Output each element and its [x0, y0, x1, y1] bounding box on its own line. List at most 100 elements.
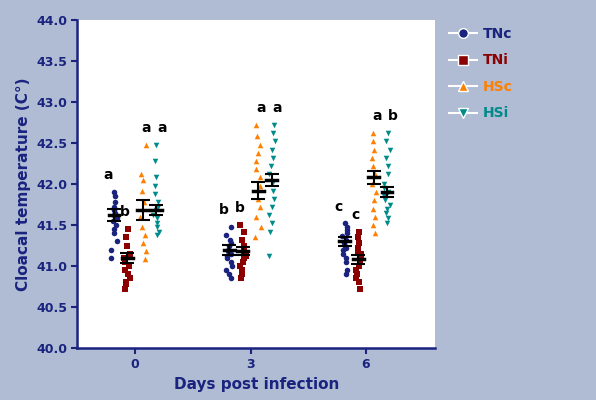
Point	[239, 250, 249, 257]
Point	[239, 228, 249, 235]
Point	[120, 259, 130, 265]
Point	[235, 222, 245, 228]
Point	[110, 226, 119, 232]
Point	[350, 275, 360, 282]
Point	[241, 253, 250, 259]
Point	[341, 245, 350, 251]
Point	[268, 179, 277, 186]
Text: c: c	[335, 200, 343, 214]
Text: a: a	[273, 101, 282, 115]
Point	[381, 154, 391, 161]
X-axis label: Days post infection: Days post infection	[173, 377, 339, 392]
Point	[150, 191, 160, 197]
Text: b: b	[235, 201, 245, 215]
Point	[153, 204, 163, 210]
Point	[107, 246, 116, 253]
Point	[382, 205, 392, 212]
Point	[383, 171, 393, 177]
Point	[138, 187, 147, 194]
Point	[137, 224, 147, 230]
Point	[353, 245, 363, 251]
Point	[152, 232, 162, 238]
Point	[222, 267, 231, 273]
Point	[253, 196, 262, 202]
Point	[139, 199, 149, 205]
Point	[352, 267, 361, 273]
Point	[107, 254, 116, 261]
Point	[121, 279, 131, 286]
Point	[381, 210, 391, 216]
Point	[108, 218, 118, 224]
Point	[342, 230, 352, 236]
Point	[368, 163, 377, 169]
Point	[267, 220, 277, 226]
Point	[141, 232, 150, 238]
Point	[267, 204, 277, 210]
Point	[370, 146, 379, 153]
Point	[138, 240, 147, 246]
Legend: TNc, TNi, HSc, HSi: TNc, TNi, HSc, HSi	[449, 27, 513, 120]
Point	[368, 138, 377, 144]
Point	[109, 207, 119, 214]
Point	[355, 286, 364, 292]
Point	[151, 174, 160, 181]
Point	[151, 142, 161, 148]
Point	[383, 189, 392, 196]
Point	[124, 263, 134, 269]
Point	[269, 196, 279, 202]
Point	[339, 250, 348, 257]
Point	[368, 205, 378, 212]
Point	[367, 154, 377, 161]
Point	[225, 236, 235, 243]
Text: a: a	[157, 121, 167, 135]
Point	[135, 214, 145, 220]
Point	[342, 254, 351, 261]
Point	[270, 138, 280, 144]
Point	[223, 246, 232, 253]
Point	[226, 240, 235, 246]
Point	[354, 240, 364, 246]
Point	[381, 138, 390, 144]
Point	[356, 259, 365, 265]
Point	[264, 212, 274, 218]
Point	[239, 254, 249, 261]
Point	[251, 166, 260, 172]
Point	[342, 259, 351, 265]
Point	[223, 248, 232, 254]
Text: b: b	[219, 203, 228, 217]
Point	[356, 250, 366, 257]
Point	[125, 250, 134, 257]
Point	[112, 215, 122, 222]
Point	[384, 130, 393, 136]
Point	[256, 224, 266, 230]
Point	[139, 177, 148, 183]
Point	[228, 263, 237, 269]
Point	[123, 226, 132, 232]
Point	[226, 250, 236, 257]
Point	[236, 275, 246, 282]
Point	[341, 236, 350, 243]
Point	[252, 133, 262, 140]
Point	[265, 253, 274, 259]
Point	[368, 181, 377, 187]
Point	[225, 243, 234, 250]
Point	[383, 215, 393, 222]
Point	[125, 263, 134, 269]
Point	[109, 212, 119, 218]
Point	[269, 154, 278, 161]
Point	[120, 286, 130, 292]
Point	[256, 174, 265, 181]
Point	[370, 197, 379, 204]
Point	[136, 171, 146, 177]
Point	[380, 193, 389, 200]
Point	[264, 171, 274, 177]
Text: a: a	[141, 121, 151, 135]
Point	[141, 248, 151, 254]
Point	[379, 181, 389, 187]
Point	[151, 207, 160, 214]
Point	[385, 201, 395, 208]
Point	[122, 234, 131, 240]
Point	[111, 222, 120, 228]
Point	[120, 254, 129, 261]
Point	[342, 271, 351, 278]
